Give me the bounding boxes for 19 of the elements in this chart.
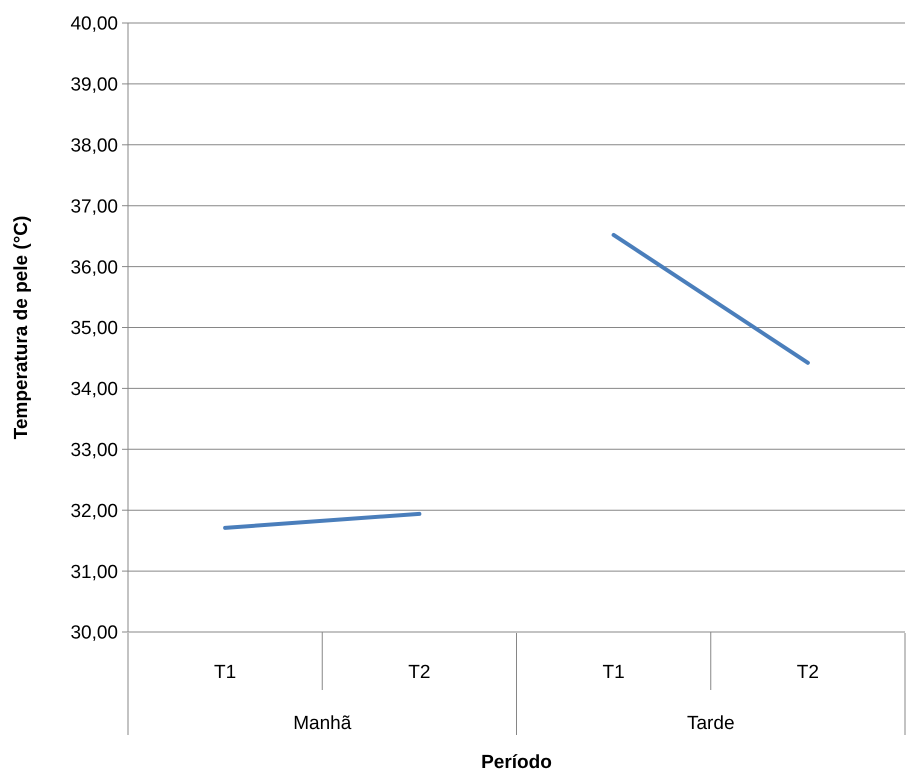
text: Tarde [686, 713, 735, 734]
x-tick-label: T2 [408, 662, 430, 683]
y-tick-label: 31,00 [70, 562, 118, 583]
y-tick-label: 34,00 [70, 379, 118, 400]
text: Manhã [293, 713, 352, 734]
x-tick-label: T2 [796, 662, 819, 683]
y-tick-label: 36,00 [70, 257, 118, 278]
x-tick-label: T1 [602, 662, 625, 683]
y-tick-label: 33,00 [70, 440, 118, 461]
y-tick-label: 38,00 [70, 135, 118, 156]
y-tick-label: 35,00 [70, 318, 118, 340]
y-tick-label: 30,00 [70, 622, 118, 644]
x-axis-title: Período [481, 752, 552, 770]
x-tick-label: T1 [214, 662, 236, 683]
y-tick-label: 37,00 [70, 196, 118, 218]
y-axis-title: Temperatura de pele (°C) [11, 216, 32, 440]
y-tick-label: 39,00 [70, 74, 118, 96]
y-tick-label: 32,00 [70, 500, 118, 522]
y-tick-label: 40,00 [70, 14, 118, 35]
